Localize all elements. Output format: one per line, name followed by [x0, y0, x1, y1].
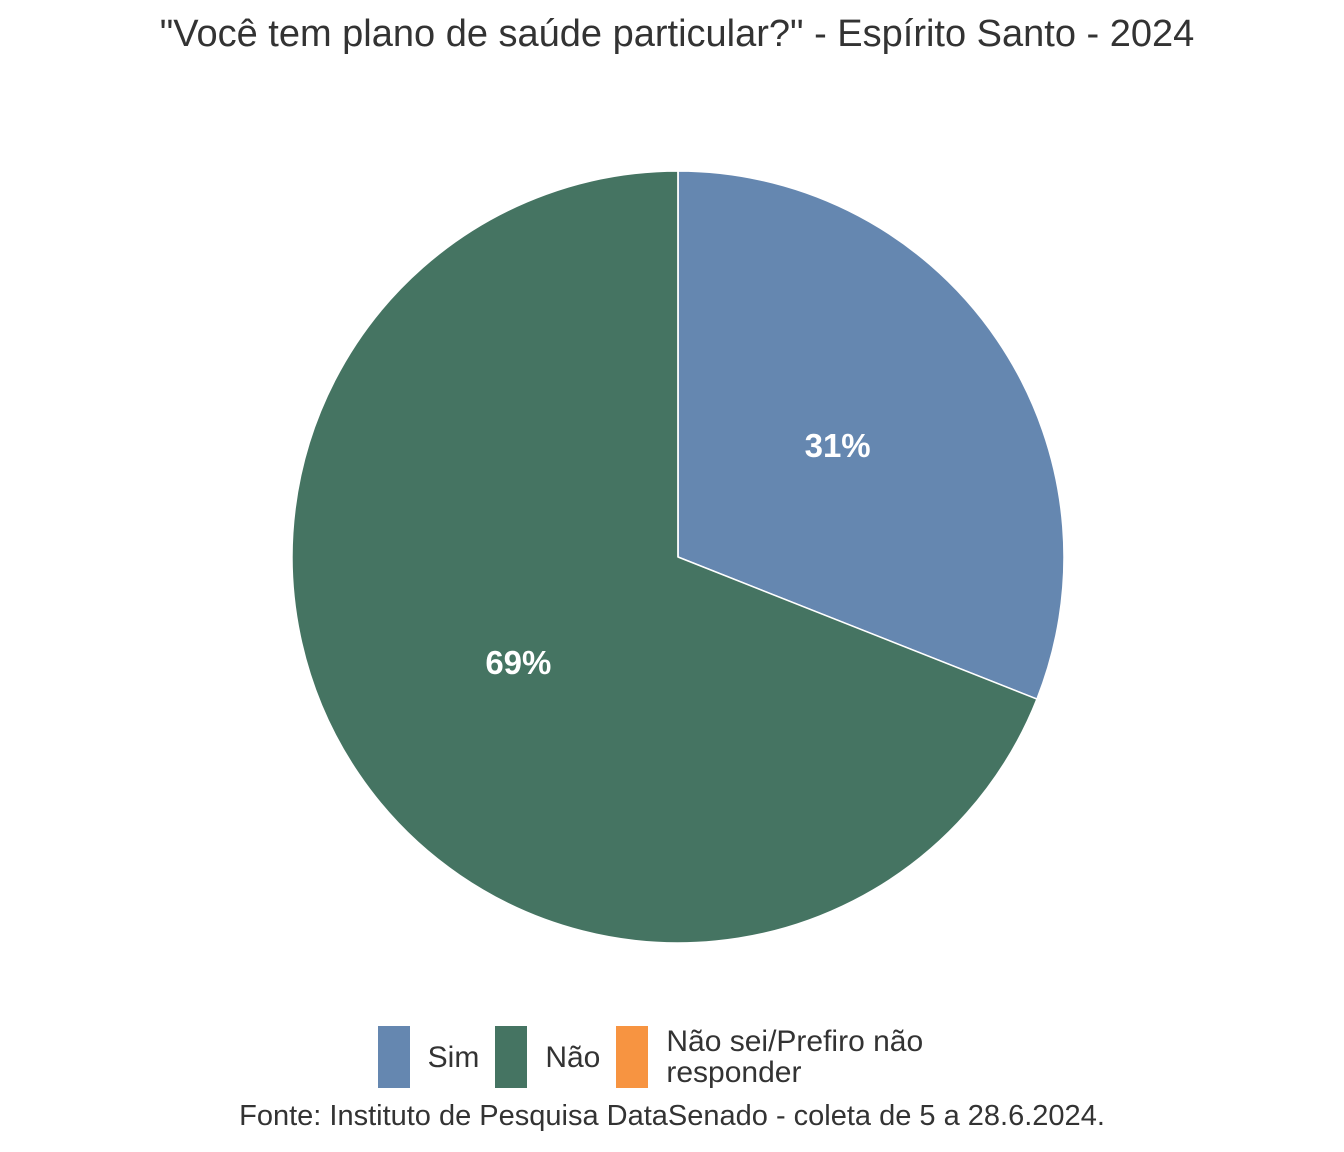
legend-swatch	[616, 1026, 649, 1088]
legend: Sim Não Não sei/Prefiro não responder	[0, 1026, 1344, 1088]
legend-item: Sim	[377, 1026, 480, 1088]
legend-label: Sim	[427, 1040, 480, 1074]
pie-slice	[291, 170, 1038, 944]
legend-item: Não	[495, 1026, 600, 1088]
chart-title: "Você tem plano de saúde particular?" - …	[159, 13, 1195, 55]
data-label: 31%	[805, 427, 871, 464]
legend-swatch	[377, 1026, 410, 1088]
legend-item: Não sei/Prefiro não responder	[616, 1026, 966, 1088]
pie-slice	[677, 170, 1065, 701]
legend-label: Não	[545, 1040, 601, 1074]
legend-swatch	[495, 1026, 528, 1088]
caption: Fonte: Instituto de Pesquisa DataSenado …	[239, 1100, 1105, 1132]
pie-area: 31% 69%	[291, 170, 1065, 944]
legend-label: Não sei/Prefiro não responder	[666, 1025, 924, 1089]
data-label: 69%	[485, 644, 551, 681]
